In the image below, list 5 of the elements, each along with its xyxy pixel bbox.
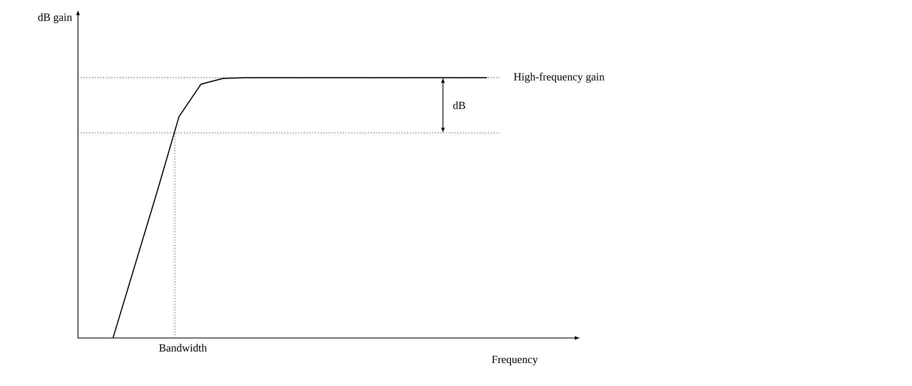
text: Bandwidth <box>159 344 207 352</box>
x-axis-title: Frequency <box>492 356 538 366</box>
text: dB gain <box>38 13 72 24</box>
ref-line-label: High-frequency gain <box>514 72 604 83</box>
annotation: dB <box>453 101 466 110</box>
